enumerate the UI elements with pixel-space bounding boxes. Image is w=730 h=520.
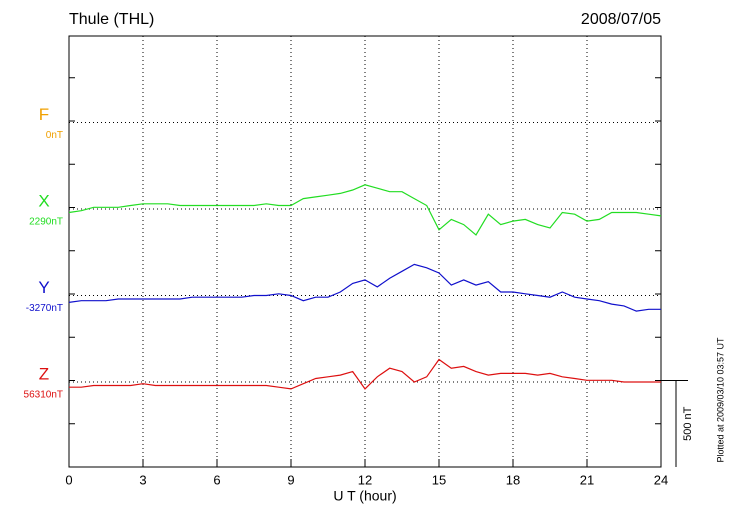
- trace: [68, 263, 661, 312]
- series-baseline-label: 56310nT: [24, 390, 63, 401]
- x-tick-label: 9: [287, 472, 294, 487]
- series-name: F: [39, 105, 49, 124]
- x-tick-label: 18: [506, 472, 520, 487]
- x-tick-label: 6: [213, 472, 220, 487]
- x-axis-label: U T (hour): [333, 488, 396, 504]
- x-tick-label: 24: [654, 472, 668, 487]
- x-tick-label: 15: [432, 472, 446, 487]
- series-name: Y: [38, 278, 49, 297]
- chart-title: Thule (THL): [69, 11, 154, 28]
- series-baseline-label: 0nT: [46, 130, 63, 141]
- series-name: X: [38, 191, 49, 210]
- scale-bar-label: 500 nT: [682, 406, 694, 441]
- x-tick-label: 21: [580, 472, 594, 487]
- chart-date: 2008/07/05: [581, 11, 661, 28]
- x-tick-label: 12: [358, 472, 372, 487]
- series-baseline-label: 2290nT: [29, 217, 63, 228]
- trace: [69, 358, 661, 390]
- series-baseline-label: -3270nT: [26, 303, 63, 314]
- x-tick-label: 0: [65, 472, 72, 487]
- series-name: Z: [39, 364, 49, 383]
- trace: [68, 184, 662, 236]
- plot-note: Plotted at 2009/03/10 03:57 UT: [715, 337, 725, 463]
- x-tick-label: 3: [139, 472, 146, 487]
